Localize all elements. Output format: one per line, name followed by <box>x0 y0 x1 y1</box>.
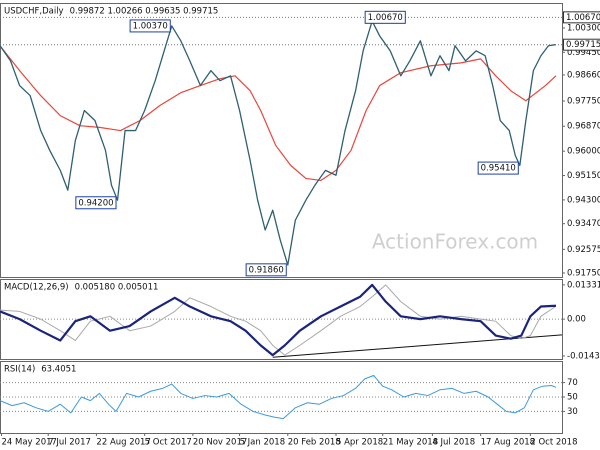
y-tick-label: 0.96000 <box>567 147 600 157</box>
series-line <box>0 45 557 182</box>
x-tick-label: 17 Aug 2018 <box>481 438 535 448</box>
watermark: ActionForex.com <box>372 230 538 254</box>
price-level-label: 1.00670 <box>566 13 600 23</box>
y-tick-label: 0.00 <box>567 315 586 325</box>
price-level-label: 0.99715 <box>566 40 600 50</box>
annotation-box <box>129 19 171 33</box>
annotation-box <box>477 161 519 175</box>
x-tick-label: 24 May 2017 <box>2 438 57 448</box>
annotation-label: 1.00670 <box>368 13 403 23</box>
annotation-label: 1.00370 <box>133 21 168 31</box>
y-tick-label: 0.91750 <box>567 268 600 278</box>
x-tick-label: 5 Jan 2018 <box>240 438 286 448</box>
series-line <box>0 374 557 420</box>
annotation-label: 0.91860 <box>249 265 284 275</box>
y-tick-label: 1.00300 <box>567 23 600 33</box>
x-tick-label: 20 Nov 2017 <box>193 438 247 448</box>
x-tick-label: 21 May 2018 <box>383 438 438 448</box>
annotation-label: 0.94200 <box>78 198 113 208</box>
y-tick-label: 0.94300 <box>567 195 600 205</box>
y-tick-label: 0.93470 <box>567 219 600 229</box>
x-tick-label: 4 Jul 2018 <box>432 438 475 448</box>
y-tick-label: 0.96870 <box>567 122 600 132</box>
x-tick-label: 7 Jul 2017 <box>48 438 91 448</box>
series-line <box>0 284 557 356</box>
y-tick-label: 0.95150 <box>567 171 600 181</box>
panel-header: 63.4051 <box>41 365 76 375</box>
x-tick-label: 22 Aug 2017 <box>96 438 150 448</box>
panel-frame <box>0 3 563 278</box>
y-tick-label: 0.013319 <box>567 280 600 290</box>
y-tick-label: -0.014323 <box>567 351 600 361</box>
y-tick-label: 50 <box>567 393 578 403</box>
y-tick-label: 30 <box>567 407 578 417</box>
panel-header: 0.99872 1.00266 0.99635 0.99715 <box>70 7 219 17</box>
annotation-box <box>245 263 287 277</box>
panel-title: MACD(12,26,9) <box>4 283 69 293</box>
y-tick-label: 70 <box>567 378 578 388</box>
x-tick-label: 20 Feb 2018 <box>288 438 341 448</box>
y-tick-label: 0.98660 <box>567 70 600 80</box>
price-level-box <box>563 38 600 51</box>
y-tick-label: 0.92575 <box>567 245 600 255</box>
panel-title: RSI(14) <box>4 365 35 375</box>
annotation-box <box>75 196 117 210</box>
panel-header: 0.005180 0.005011 <box>75 283 159 293</box>
series-line <box>0 283 557 357</box>
x-tick-label: 5 Apr 2018 <box>336 438 383 448</box>
annotation-box <box>364 10 406 24</box>
series-line <box>0 20 557 266</box>
y-tick-label: 0.97750 <box>567 97 600 107</box>
panel-title: USDCHF,Daily <box>4 7 64 17</box>
annotation-label: 0.95410 <box>481 164 516 174</box>
price-level-box <box>563 11 600 24</box>
x-tick-label: 5 Oct 2017 <box>145 438 192 448</box>
x-tick-label: 2 Oct 2018 <box>530 438 577 448</box>
y-tick-label: 0.99450 <box>567 48 600 58</box>
